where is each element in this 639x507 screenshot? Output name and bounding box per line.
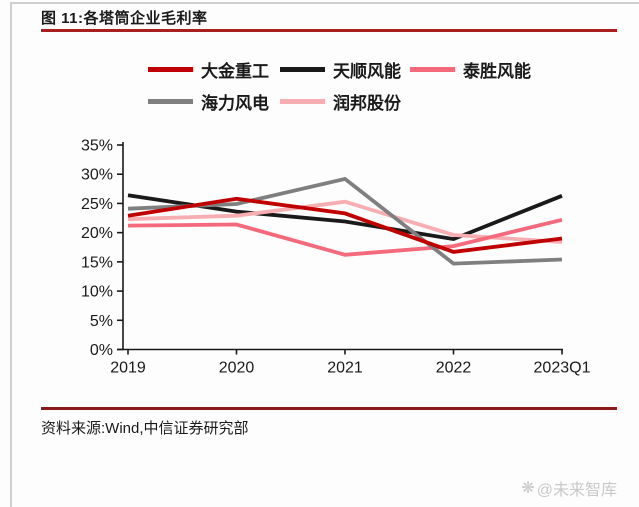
legend-swatch-taisheng: [410, 66, 455, 72]
y-tick-label: 0%: [90, 342, 113, 359]
watermark-logo-icon: ❋: [521, 480, 535, 497]
legend-label-dajin: 大金重工: [201, 61, 269, 81]
watermark-text: @未来智库: [536, 482, 617, 499]
legend-label-haili: 海力风电: [201, 93, 269, 113]
page-border-top: [10, 2, 639, 4]
y-tick-label: 30%: [81, 167, 113, 184]
legend-label-runbang: 润邦股份: [333, 93, 401, 113]
line-chart-svg: 0% 5% 10% 15% 20% 25% 30% 35% 2019 2020 2021 2022 20…: [81, 138, 591, 377]
y-tick-label: 5%: [90, 313, 113, 330]
title-underline: [41, 29, 617, 32]
legend-item-taisheng: 泰胜风能: [410, 60, 531, 81]
series-line-0: [127, 196, 563, 254]
y-tick-label: 35%: [81, 138, 113, 155]
x-tick-label: 2019: [110, 360, 146, 377]
series-line-2: [127, 217, 563, 257]
x-tick-label: 2021: [327, 360, 363, 377]
legend-item-runbang: 润邦股份: [280, 92, 401, 113]
y-tick-label: 25%: [81, 196, 113, 213]
legend-item-haili: 海力风电: [148, 92, 269, 113]
footer-divider: [41, 407, 617, 410]
legend-swatch-tianshun: [280, 66, 325, 72]
line-chart: 0% 5% 10% 15% 20% 25% 30% 35% 2019 2020 2021 2022 20…: [55, 130, 625, 385]
legend-swatch-dajin: [148, 66, 193, 72]
y-tick-label: 10%: [81, 284, 113, 301]
legend-swatch-haili: [148, 98, 193, 104]
page-border-left: [10, 2, 12, 507]
figure-title: 图 11:各塔筒企业毛利率: [41, 10, 208, 27]
source-line: 资料来源:Wind,中信证券研究部: [41, 420, 249, 437]
legend-label-tianshun: 天顺风能: [333, 61, 401, 81]
x-tick-label: 2020: [219, 360, 255, 377]
legend-label-taisheng: 泰胜风能: [463, 61, 531, 81]
y-tick-label: 20%: [81, 225, 113, 242]
legend-swatch-runbang: [280, 98, 325, 104]
watermark: ❋ @未来智库: [521, 476, 617, 500]
legend-item-tianshun: 天顺风能: [280, 60, 401, 81]
x-tick-label: 2022: [436, 360, 472, 377]
y-tick-label: 15%: [81, 254, 113, 271]
x-tick-label: 2023Q1: [534, 360, 591, 377]
legend-item-dajin: 大金重工: [148, 60, 269, 81]
